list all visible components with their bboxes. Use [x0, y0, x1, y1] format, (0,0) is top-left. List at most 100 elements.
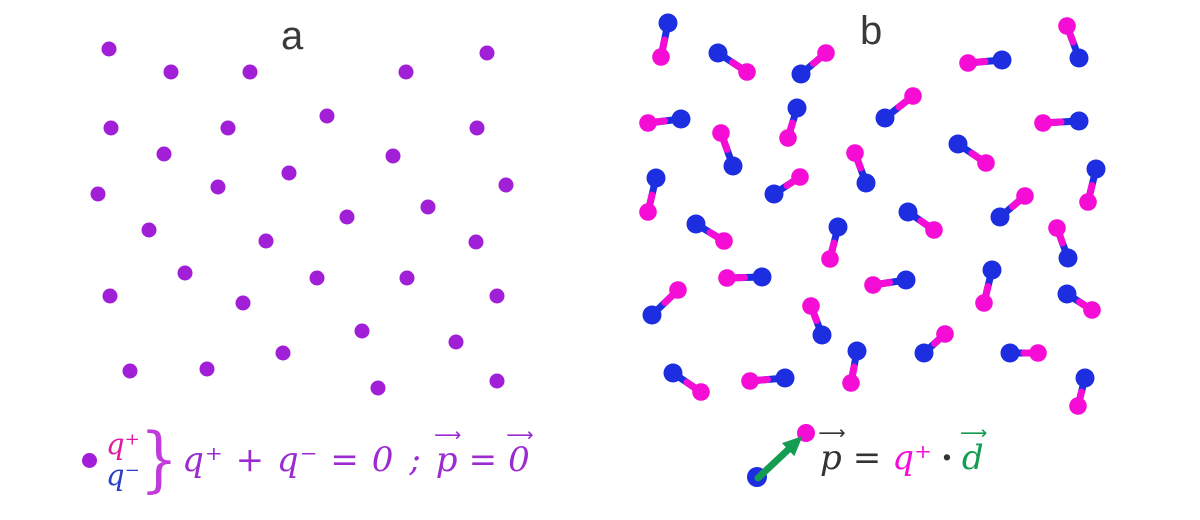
molecule-dot-icon — [82, 452, 97, 468]
dipole-molecule — [708, 43, 756, 81]
nonpolar-molecule-dot — [122, 363, 138, 379]
multiplication-dot: · — [940, 438, 953, 478]
positive-pole-dot — [821, 250, 839, 268]
dipole-molecule — [1069, 368, 1095, 415]
positive-pole-dot — [1058, 17, 1076, 35]
positive-pole-dot — [904, 87, 922, 105]
dipole-molecule — [875, 87, 922, 128]
dipole-moment-vector: ⟶ p — [818, 424, 845, 478]
nonpolar-molecule-dot — [103, 120, 119, 136]
positive-pole-dot — [975, 294, 993, 312]
positive-pole-dot — [1016, 187, 1034, 205]
nonpolar-molecule-dot — [281, 165, 297, 181]
nonpolar-molecule-dot — [199, 361, 215, 377]
nonpolar-molecule-dot — [101, 41, 117, 57]
negative-pole-dot — [791, 64, 811, 84]
nonpolar-molecule-dot — [309, 270, 325, 286]
dipole-molecule — [639, 109, 691, 132]
positive-pole-dot — [791, 168, 809, 186]
positive-pole-dot — [639, 114, 657, 132]
nonpolar-molecule-dot — [275, 345, 291, 361]
dipole-molecule — [1058, 17, 1089, 68]
negative-pole-dot — [1069, 48, 1089, 68]
negative-pole-dot — [752, 267, 772, 287]
dipole-molecule — [1034, 111, 1089, 132]
dipole-molecule — [718, 267, 772, 287]
dipole-molecule — [1048, 219, 1078, 268]
p-symbol: p — [435, 440, 458, 480]
positive-pole-dot — [715, 232, 733, 250]
dipole-molecule — [779, 98, 807, 147]
negative-pole-dot — [992, 50, 1012, 70]
nonpolar-molecule-dot — [319, 108, 335, 124]
negative-pole-dot — [1057, 284, 1077, 304]
positive-pole-dot — [977, 154, 995, 172]
positive-pole-dot — [712, 124, 730, 142]
nonpolar-molecule-dot — [220, 120, 236, 136]
nonpolar-molecule-dot — [370, 380, 386, 396]
negative-pole-dot — [828, 217, 848, 237]
nonpolar-molecule-dot — [163, 64, 179, 80]
brace: } — [139, 418, 179, 502]
zero-symbol: 0 — [508, 440, 530, 480]
equals-sign: = — [852, 438, 882, 478]
negative-pole-dot — [723, 156, 743, 176]
negative-pole-dot — [875, 108, 895, 128]
dipole-molecule — [821, 217, 848, 268]
nonpolar-molecule-dot — [102, 288, 118, 304]
nonpolar-molecule-dot — [210, 179, 226, 195]
nonpolar-molecule-dot — [177, 265, 193, 281]
charge-stack: q⁺ q⁻ — [106, 426, 140, 492]
negative-pole-dot — [856, 173, 876, 193]
nonpolar-molecule-dot — [242, 64, 258, 80]
positive-pole-dot — [802, 297, 820, 315]
dipole-moment-vector: ⟶ p — [434, 426, 461, 480]
dipole-molecule — [1000, 343, 1047, 363]
nonpolar-molecule-dot — [469, 120, 485, 136]
dipole-molecule — [802, 297, 832, 345]
negative-pole-dot — [708, 43, 728, 63]
dipole-molecule — [846, 144, 876, 193]
positive-pole-dot — [959, 54, 977, 72]
dipole-vector-arrow-icon — [754, 436, 803, 482]
positive-pole-dot — [639, 203, 657, 221]
negative-pole-dot — [1086, 159, 1106, 179]
negative-pole-dot — [812, 325, 832, 345]
dipole-molecule — [764, 168, 809, 204]
equals-sign: = — [468, 440, 498, 480]
positive-pole-dot — [779, 129, 797, 147]
positive-pole-dot — [669, 281, 687, 299]
dipole-molecule — [639, 168, 666, 221]
dipole-molecule — [975, 260, 1002, 312]
dipole-molecule — [712, 124, 743, 176]
positive-pole-dot — [846, 144, 864, 162]
negative-pole-dot — [663, 363, 683, 383]
positive-pole-dot — [797, 424, 815, 442]
dipole-example — [747, 424, 815, 487]
dipole-molecule — [1079, 159, 1106, 211]
negative-pole-dot — [898, 202, 918, 222]
equation-a: q⁺ q⁻ } q⁺ + q⁻ = 0 ; ⟶ p = ⟶ 0 — [82, 416, 534, 504]
nonpolar-molecule-dot — [468, 234, 484, 250]
panel-b-label: b — [860, 9, 883, 53]
nonpolar-molecule-dot — [489, 373, 505, 389]
dipole-molecule — [686, 214, 733, 250]
dipole-molecule — [914, 325, 954, 363]
negative-pole-dot — [847, 341, 867, 361]
positive-pole-dot — [1069, 397, 1087, 415]
positive-charge-symbol: q⁺ — [892, 438, 932, 478]
nonpolar-molecule-dot — [339, 209, 355, 225]
dipole-molecule — [741, 368, 795, 390]
negative-pole-dot — [990, 207, 1010, 227]
positive-charge-label: q⁺ — [106, 426, 140, 461]
nonpolar-molecule-dot — [235, 295, 251, 311]
negative-pole-dot — [787, 98, 807, 118]
nonpolar-molecule-dot — [479, 45, 495, 61]
negative-pole-dot — [646, 168, 666, 188]
positive-pole-dot — [652, 48, 670, 66]
nonpolar-molecule-dot — [385, 148, 401, 164]
nonpolar-molecule-dot — [156, 146, 172, 162]
separator-semicolon: ; — [409, 440, 421, 480]
p-symbol: p — [820, 438, 842, 478]
